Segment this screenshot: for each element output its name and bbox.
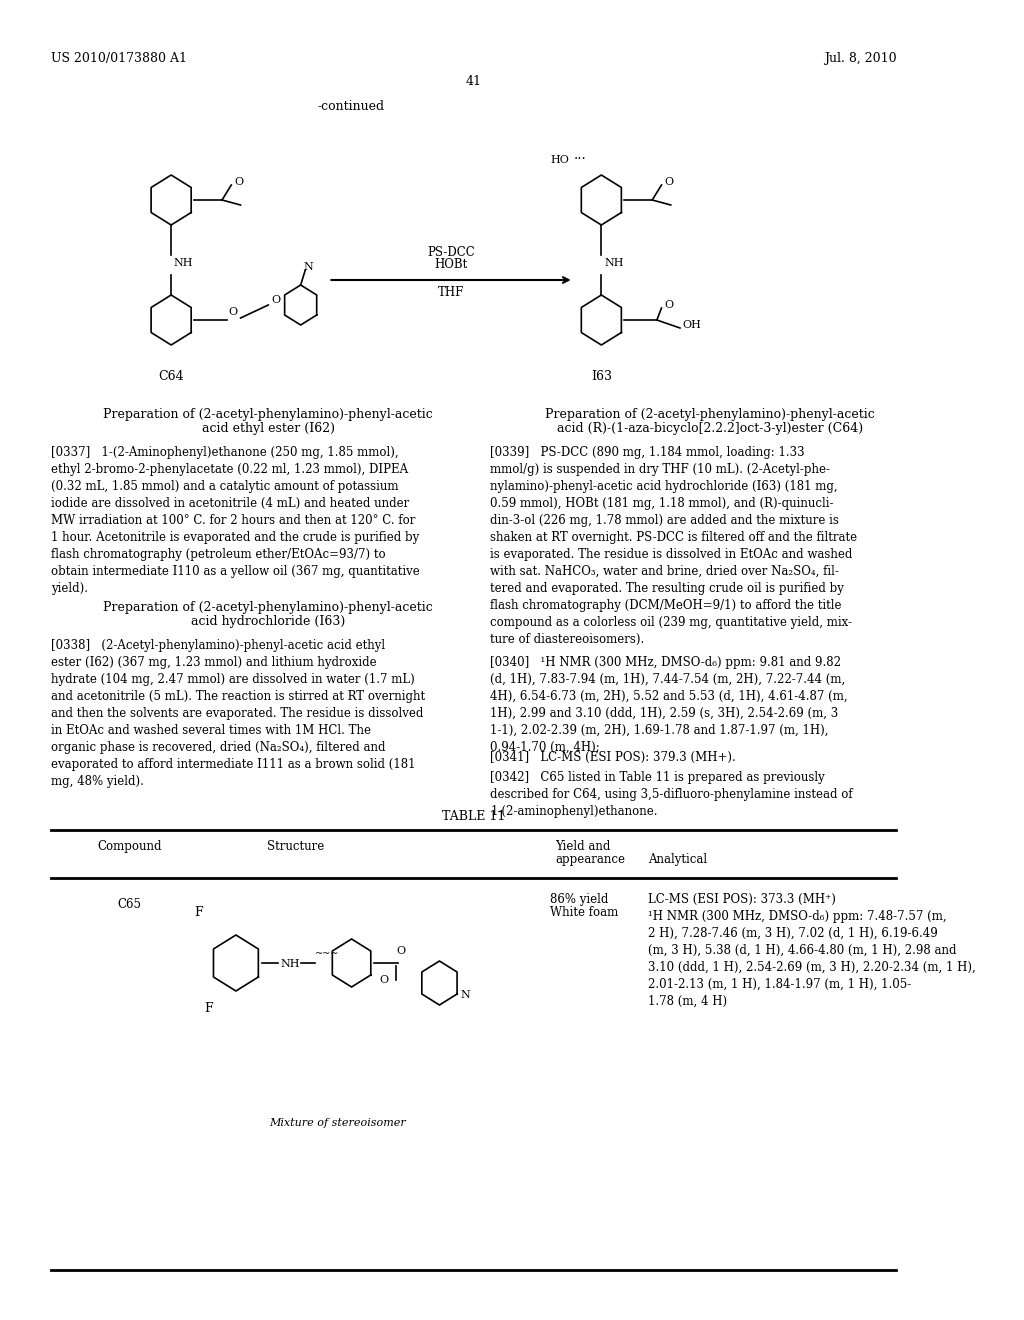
Text: NH: NH bbox=[604, 257, 624, 268]
Text: HO: HO bbox=[551, 154, 569, 165]
Text: F: F bbox=[195, 907, 203, 920]
Text: C64: C64 bbox=[159, 370, 184, 383]
Text: Yield and: Yield and bbox=[555, 840, 610, 853]
Text: [0341]   LC-MS (ESI POS): 379.3 (MH+).: [0341] LC-MS (ESI POS): 379.3 (MH+). bbox=[490, 751, 736, 764]
Text: Preparation of (2-acetyl-phenylamino)-phenyl-acetic: Preparation of (2-acetyl-phenylamino)-ph… bbox=[103, 601, 433, 614]
Text: [0337]   1-(2-Aminophenyl)ethanone (250 mg, 1.85 mmol),
ethyl 2-bromo-2-phenylac: [0337] 1-(2-Aminophenyl)ethanone (250 mg… bbox=[51, 446, 420, 595]
Text: ~~~: ~~~ bbox=[314, 949, 339, 958]
Text: O: O bbox=[228, 308, 238, 317]
Text: Compound: Compound bbox=[97, 840, 162, 853]
Text: NH: NH bbox=[281, 960, 300, 969]
Text: [0338]   (2-Acetyl-phenylamino)-phenyl-acetic acid ethyl
ester (I62) (367 mg, 1.: [0338] (2-Acetyl-phenylamino)-phenyl-ace… bbox=[51, 639, 425, 788]
Text: LC-MS (ESI POS): 373.3 (MH⁺)
¹H NMR (300 MHz, DMSO-d₆) ppm: 7.48-7.57 (m,
2 H), : LC-MS (ESI POS): 373.3 (MH⁺) ¹H NMR (300… bbox=[647, 894, 975, 1008]
Text: O: O bbox=[665, 300, 674, 310]
Text: Structure: Structure bbox=[267, 840, 325, 853]
Text: N: N bbox=[303, 261, 313, 272]
Text: F: F bbox=[204, 1002, 212, 1015]
Text: -continued: -continued bbox=[318, 100, 385, 114]
Text: O: O bbox=[271, 294, 281, 305]
Text: acid (R)-(1-aza-bicyclo[2.2.2]oct-3-yl)ester (C64): acid (R)-(1-aza-bicyclo[2.2.2]oct-3-yl)e… bbox=[556, 422, 862, 436]
Text: acid ethyl ester (I62): acid ethyl ester (I62) bbox=[202, 422, 335, 436]
Text: N: N bbox=[461, 990, 470, 1001]
Text: acid hydrochloride (I63): acid hydrochloride (I63) bbox=[191, 615, 345, 628]
Text: O: O bbox=[665, 177, 674, 187]
Text: PS-DCC: PS-DCC bbox=[427, 246, 475, 259]
Text: O: O bbox=[396, 946, 406, 956]
Text: TABLE 11: TABLE 11 bbox=[442, 810, 506, 822]
Text: O: O bbox=[379, 975, 388, 985]
Text: 86% yield: 86% yield bbox=[551, 894, 609, 906]
Text: Analytical: Analytical bbox=[647, 853, 707, 866]
Text: appearance: appearance bbox=[555, 853, 625, 866]
Text: C65: C65 bbox=[118, 898, 141, 911]
Text: O: O bbox=[234, 177, 243, 187]
Text: 41: 41 bbox=[466, 75, 481, 88]
Text: HOBt: HOBt bbox=[434, 257, 468, 271]
Text: White foam: White foam bbox=[551, 906, 618, 919]
Text: Jul. 8, 2010: Jul. 8, 2010 bbox=[824, 51, 896, 65]
Text: [0342]   C65 listed in Table 11 is prepared as previously
described for C64, usi: [0342] C65 listed in Table 11 is prepare… bbox=[490, 771, 853, 818]
Text: US 2010/0173880 A1: US 2010/0173880 A1 bbox=[51, 51, 187, 65]
Text: Preparation of (2-acetyl-phenylamino)-phenyl-acetic: Preparation of (2-acetyl-phenylamino)-ph… bbox=[103, 408, 433, 421]
Text: NH: NH bbox=[174, 257, 194, 268]
Text: Preparation of (2-acetyl-phenylamino)-phenyl-acetic: Preparation of (2-acetyl-phenylamino)-ph… bbox=[545, 408, 874, 421]
Text: THF: THF bbox=[438, 285, 464, 298]
Text: [0340]   ¹H NMR (300 MHz, DMSO-d₆) ppm: 9.81 and 9.82
(d, 1H), 7.83-7.94 (m, 1H): [0340] ¹H NMR (300 MHz, DMSO-d₆) ppm: 9.… bbox=[490, 656, 848, 754]
Text: OH: OH bbox=[683, 319, 701, 330]
Text: ...: ... bbox=[573, 148, 587, 162]
Text: I63: I63 bbox=[591, 370, 612, 383]
Text: Mixture of stereoisomer: Mixture of stereoisomer bbox=[269, 1118, 407, 1129]
Text: [0339]   PS-DCC (890 mg, 1.184 mmol, loading: 1.33
mmol/g) is suspended in dry T: [0339] PS-DCC (890 mg, 1.184 mmol, loadi… bbox=[490, 446, 857, 645]
